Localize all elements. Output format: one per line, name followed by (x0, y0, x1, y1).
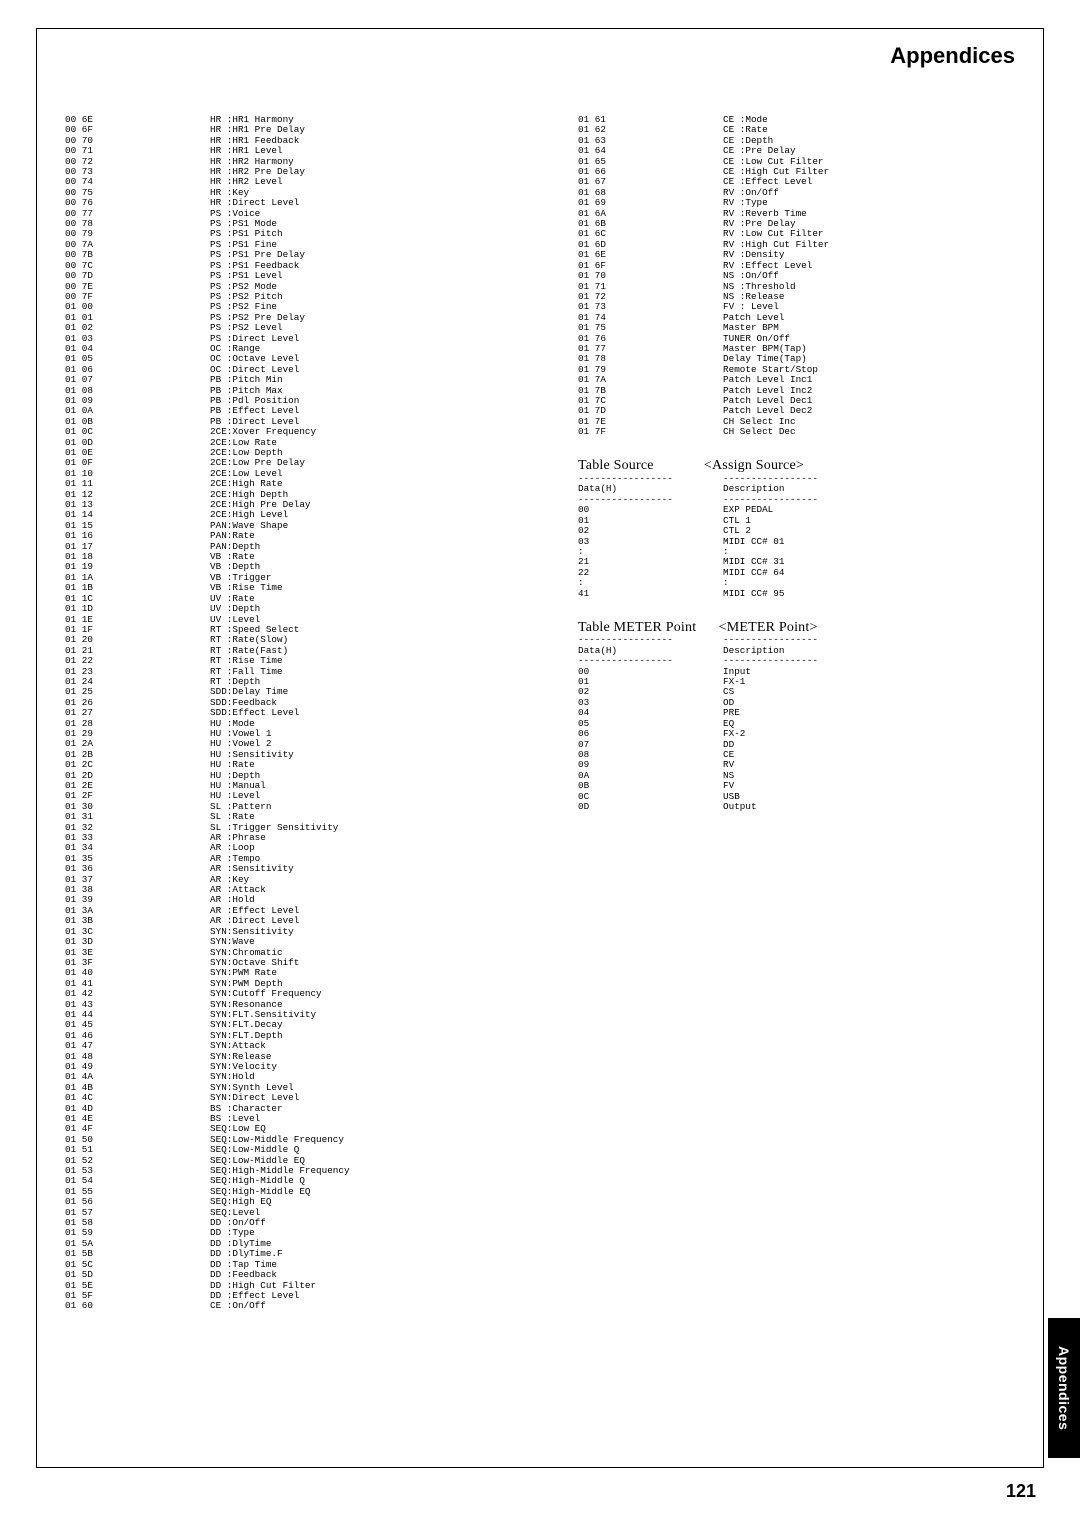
page-header: Appendices (890, 43, 1015, 69)
table-meter-body: ----------------- ----------------- Data… (578, 634, 818, 812)
content-area: 00 6E HR :HR1 Harmony 00 6F HR :HR1 Pre … (65, 115, 1015, 1312)
table-source-body: ----------------- ----------------- Data… (578, 473, 818, 598)
right-column: 01 61 CE :Mode 01 62 CE :Rate 01 63 CE :… (578, 115, 1015, 1312)
table-source-title-left: Table Source (578, 458, 654, 473)
table-source-title-right: <Assign Source> (704, 458, 804, 473)
page-number: 121 (1006, 1481, 1036, 1502)
right-top-listing: 01 61 CE :Mode 01 62 CE :Rate 01 63 CE :… (578, 114, 829, 437)
side-tab: Appendices (1048, 1318, 1080, 1458)
left-column: 00 6E HR :HR1 Harmony 00 6F HR :HR1 Pre … (65, 115, 578, 1312)
table-meter-title-left: Table METER Point (578, 620, 696, 635)
table-meter-title-right: <METER Point> (719, 620, 818, 635)
